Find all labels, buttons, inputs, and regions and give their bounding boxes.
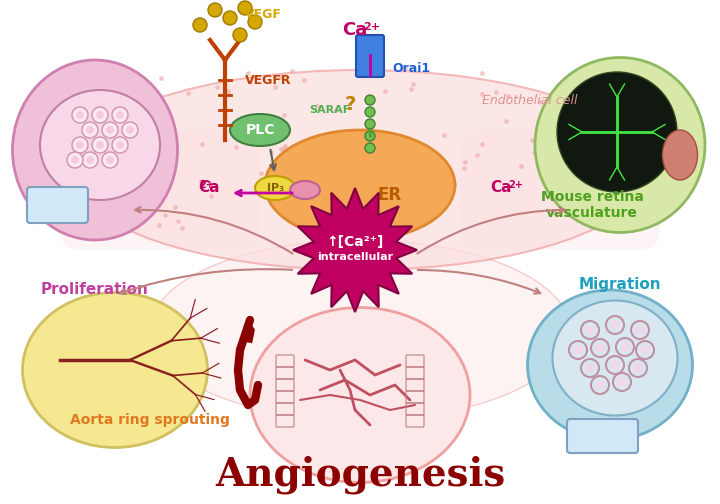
Text: IP₃: IP₃: [266, 183, 284, 193]
Circle shape: [126, 126, 134, 134]
Ellipse shape: [12, 60, 178, 240]
Ellipse shape: [290, 181, 320, 199]
Ellipse shape: [150, 240, 570, 420]
Circle shape: [106, 156, 114, 164]
Circle shape: [238, 1, 252, 15]
Ellipse shape: [265, 130, 455, 240]
Text: PLC: PLC: [246, 123, 275, 137]
Circle shape: [365, 107, 375, 117]
Ellipse shape: [552, 300, 678, 415]
Text: ?: ?: [344, 95, 356, 114]
Circle shape: [116, 111, 124, 119]
Circle shape: [365, 131, 375, 141]
Text: 2+: 2+: [364, 22, 380, 32]
Text: Endothelial cell: Endothelial cell: [482, 94, 577, 106]
Circle shape: [193, 18, 207, 32]
Polygon shape: [293, 188, 417, 312]
FancyBboxPatch shape: [460, 130, 660, 250]
Circle shape: [557, 72, 677, 192]
Ellipse shape: [230, 114, 290, 146]
Ellipse shape: [250, 307, 470, 482]
Circle shape: [86, 156, 94, 164]
Circle shape: [595, 343, 605, 353]
Circle shape: [72, 107, 88, 123]
FancyBboxPatch shape: [27, 187, 88, 223]
Ellipse shape: [255, 176, 295, 200]
Circle shape: [76, 141, 84, 149]
Circle shape: [233, 28, 247, 42]
Circle shape: [122, 122, 138, 138]
Text: Mouse retina
vasculature: Mouse retina vasculature: [541, 190, 644, 220]
Circle shape: [92, 107, 108, 123]
Text: Aorta ring sprouting: Aorta ring sprouting: [70, 413, 230, 427]
Circle shape: [620, 342, 630, 352]
Ellipse shape: [70, 70, 650, 270]
Circle shape: [365, 95, 375, 105]
Circle shape: [112, 137, 128, 153]
Circle shape: [248, 15, 262, 29]
Circle shape: [223, 11, 237, 25]
Ellipse shape: [535, 57, 705, 232]
Circle shape: [67, 152, 83, 168]
Circle shape: [365, 119, 375, 129]
Text: Orai1: Orai1: [392, 61, 430, 75]
Circle shape: [96, 141, 104, 149]
Text: SARAF: SARAF: [309, 105, 350, 115]
Circle shape: [112, 107, 128, 123]
Circle shape: [82, 152, 98, 168]
Circle shape: [365, 143, 375, 153]
Circle shape: [76, 111, 84, 119]
Circle shape: [633, 363, 643, 373]
Text: Ca: Ca: [490, 180, 511, 196]
Text: VEGFR: VEGFR: [245, 74, 292, 87]
Text: Migration: Migration: [579, 278, 661, 292]
Circle shape: [617, 377, 627, 387]
Circle shape: [610, 320, 620, 330]
Circle shape: [116, 141, 124, 149]
Circle shape: [106, 126, 114, 134]
Ellipse shape: [40, 90, 160, 200]
Circle shape: [102, 152, 118, 168]
Circle shape: [640, 345, 650, 355]
Ellipse shape: [22, 292, 207, 448]
Circle shape: [102, 122, 118, 138]
Circle shape: [208, 3, 222, 17]
Text: ↑[Ca²⁺]: ↑[Ca²⁺]: [326, 235, 384, 249]
Circle shape: [610, 360, 620, 370]
Circle shape: [82, 122, 98, 138]
Circle shape: [585, 325, 595, 335]
Circle shape: [595, 380, 605, 390]
Text: Ca: Ca: [343, 21, 368, 39]
Text: Angiogenesis: Angiogenesis: [215, 456, 505, 494]
FancyBboxPatch shape: [567, 419, 638, 453]
Circle shape: [585, 363, 595, 373]
Text: 2+: 2+: [508, 180, 523, 190]
Circle shape: [71, 156, 79, 164]
Text: Proliferation: Proliferation: [41, 283, 149, 297]
Circle shape: [72, 137, 88, 153]
Text: 2+: 2+: [199, 180, 214, 190]
Circle shape: [573, 345, 583, 355]
Text: VEGF: VEGF: [245, 9, 282, 22]
Text: ER: ER: [378, 186, 402, 204]
Ellipse shape: [528, 290, 693, 440]
Circle shape: [96, 111, 104, 119]
FancyBboxPatch shape: [60, 130, 260, 250]
Text: intracellular: intracellular: [317, 252, 393, 262]
Circle shape: [92, 137, 108, 153]
Circle shape: [635, 325, 645, 335]
Text: Ca: Ca: [199, 180, 220, 196]
Circle shape: [86, 126, 94, 134]
Ellipse shape: [662, 130, 698, 180]
FancyBboxPatch shape: [356, 35, 384, 77]
